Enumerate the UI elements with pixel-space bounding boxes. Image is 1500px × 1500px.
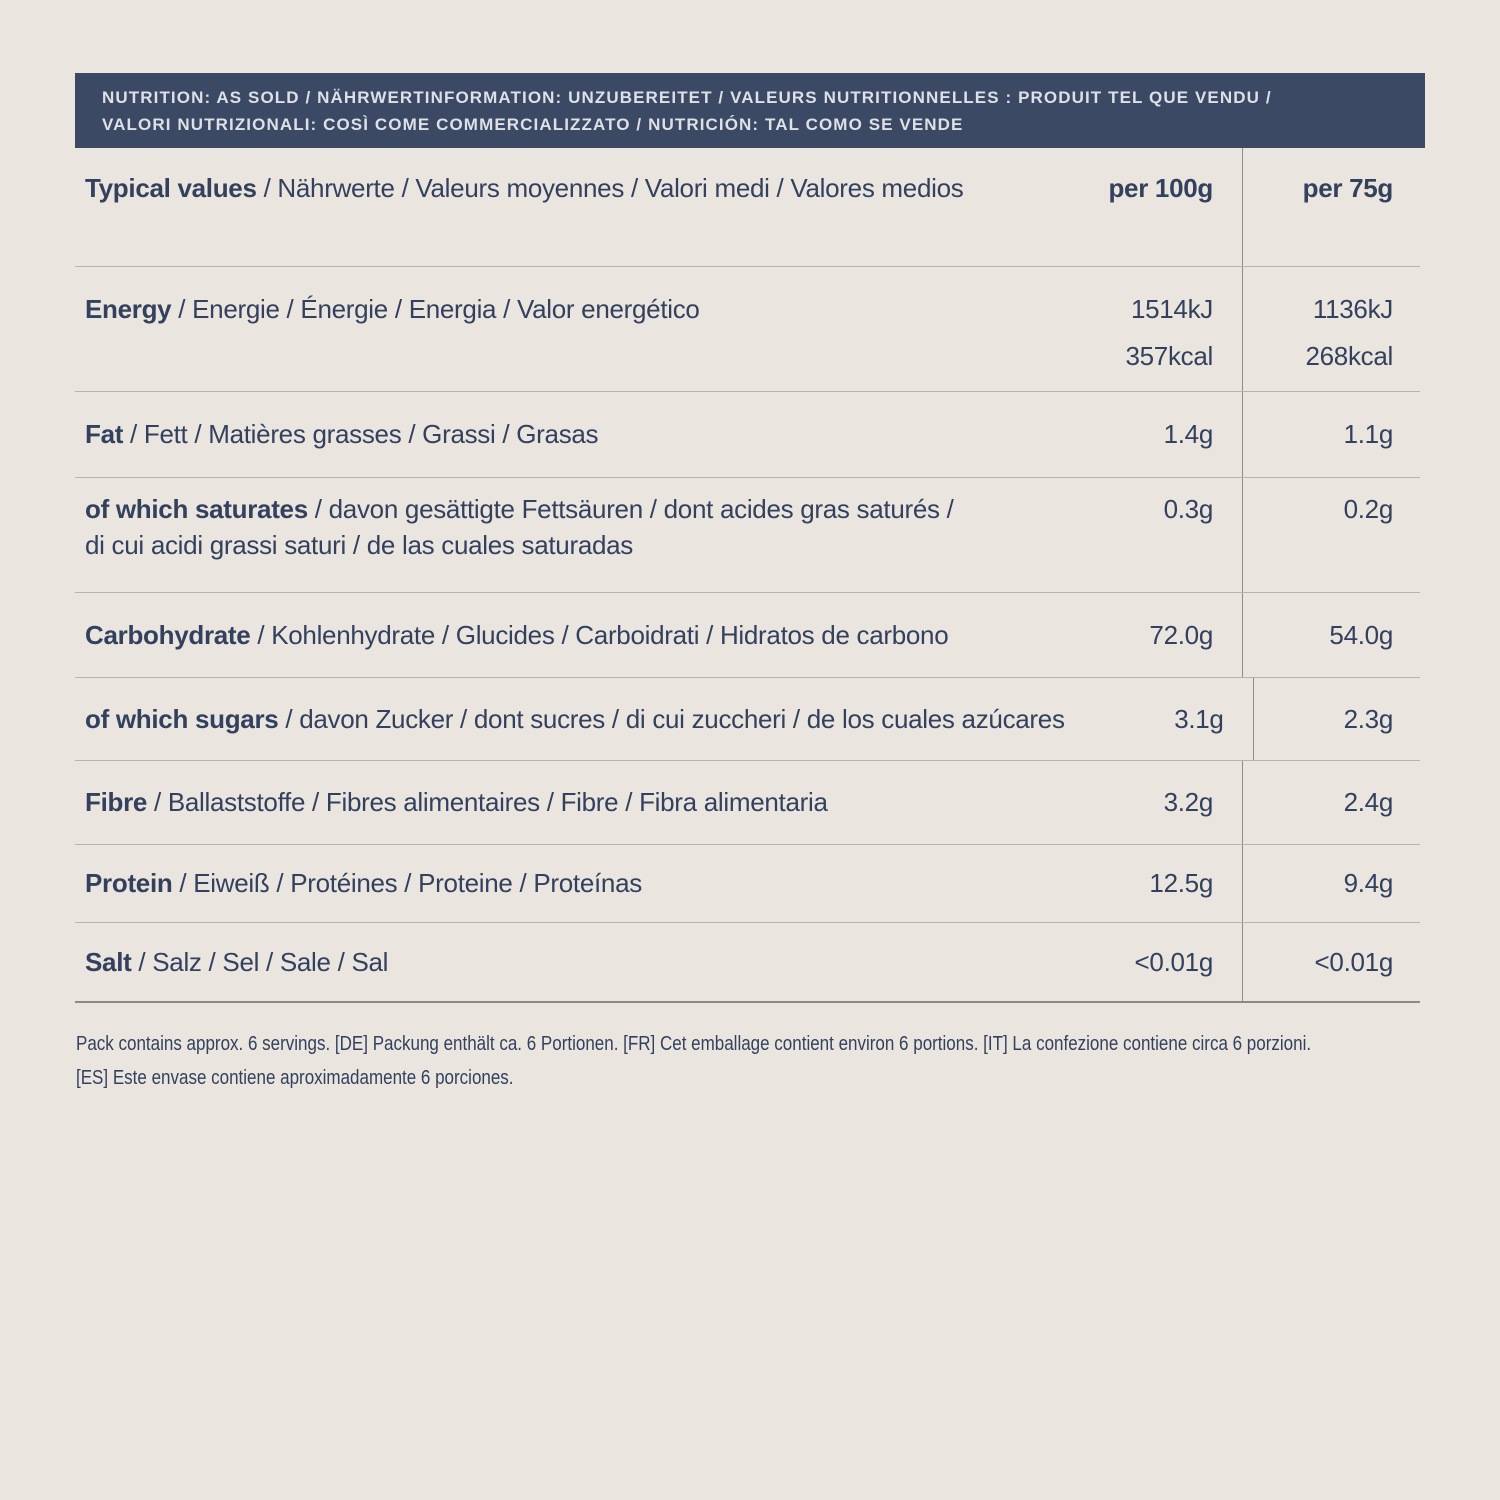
typical-values-label: Typical values / Nährwerte / Valeurs moy… — [75, 148, 1042, 266]
header-bar-line1: NUTRITION: AS SOLD / NÄHRWERTINFORMATION… — [102, 88, 1272, 107]
typical-values-translations: / Nährwerte / Valeurs moyennes / Valori … — [256, 173, 964, 203]
saturates-label: of which saturates / davon gesättigte Fe… — [75, 478, 1042, 592]
column-header-per-75g: per 75g — [1242, 148, 1420, 266]
sugars-per-75g-value: 2.3g — [1252, 678, 1420, 760]
table-row-fat: Fat / Fett / Matières grasses / Grassi /… — [75, 392, 1420, 478]
carbohydrate-per-75g-value: 54.0g — [1242, 593, 1420, 677]
salt-per-100g-value: <0.01g — [1134, 946, 1214, 977]
protein-per-100g-value: 12.5g — [1149, 868, 1213, 898]
protein-per-75g-value: 9.4g — [1242, 845, 1420, 922]
typical-values-bold: Typical values — [85, 173, 257, 203]
carbohydrate-per-100g-value: 72.0g — [1149, 619, 1213, 650]
protein-label: Protein / Eiweiß / Protéines / Proteine … — [85, 868, 642, 898]
sugars-per-100g-value: 3.1g — [1174, 703, 1224, 734]
fibre-per-100g-value: 3.2g — [1163, 787, 1214, 817]
sugars-label: of which sugars / davon Zucker / dont su… — [85, 703, 1065, 734]
fibre-label: Fibre / Ballaststoffe / Fibres alimentai… — [85, 787, 828, 817]
nutrition-header-bar: NUTRITION: AS SOLD / NÄHRWERTINFORMATION… — [75, 73, 1425, 148]
table-row-salt: Salt / Salz / Sel / Sale / Sal <0.01g <0… — [75, 923, 1420, 1003]
fat-label: Fat / Fett / Matières grasses / Grassi /… — [85, 419, 599, 449]
salt-label: Salt / Salz / Sel / Sale / Sal — [85, 946, 389, 977]
table-row-energy: Energy / Energie / Énergie / Energia / V… — [75, 267, 1420, 392]
header-bar-line2: VALORI NUTRIZIONALI: COSÌ COME COMMERCIA… — [102, 115, 964, 134]
carbohydrate-label: Carbohydrate / Kohlenhydrate / Glucides … — [85, 619, 949, 650]
saturates-per-75g-value: 0.2g — [1242, 478, 1420, 592]
fibre-per-75g-value: 2.4g — [1242, 761, 1420, 844]
table-row-protein: Protein / Eiweiß / Protéines / Proteine … — [75, 845, 1420, 923]
energy-per-75g-value: 1136kJ 268kcal — [1242, 267, 1420, 391]
saturates-per-100g-value: 0.3g — [1163, 494, 1214, 524]
content-panel: NUTRITION: AS SOLD / NÄHRWERTINFORMATION… — [75, 73, 1425, 1095]
fat-per-75g-value: 1.1g — [1242, 392, 1420, 477]
column-header-per-100g: per 100g — [1108, 173, 1213, 203]
servings-footnote-line2: [ES] Este envase contiene aproximadament… — [76, 1067, 514, 1089]
saturates-label-line2: di cui acidi grassi saturi / de las cual… — [85, 530, 634, 560]
energy-per-100g-value: 1514kJ 357kcal — [1125, 294, 1213, 371]
salt-per-75g-value: <0.01g — [1242, 923, 1420, 1001]
table-header-row: Typical values / Nährwerte / Valeurs moy… — [75, 148, 1420, 267]
servings-footnote-line1: Pack contains approx. 6 servings. [DE] P… — [76, 1033, 1312, 1055]
table-row-saturates: of which saturates / davon gesättigte Fe… — [75, 478, 1420, 593]
nutrition-table: Typical values / Nährwerte / Valeurs moy… — [75, 148, 1420, 1003]
table-row-sugars: of which sugars / davon Zucker / dont su… — [75, 678, 1420, 761]
energy-label: Energy / Energie / Énergie / Energia / V… — [85, 294, 700, 324]
fat-per-100g-value: 1.4g — [1163, 419, 1214, 449]
servings-footnote: Pack contains approx. 6 servings. [DE] P… — [75, 1027, 1425, 1095]
table-row-carbohydrate: Carbohydrate / Kohlenhydrate / Glucides … — [75, 593, 1420, 678]
table-row-fibre: Fibre / Ballaststoffe / Fibres alimentai… — [75, 761, 1420, 845]
